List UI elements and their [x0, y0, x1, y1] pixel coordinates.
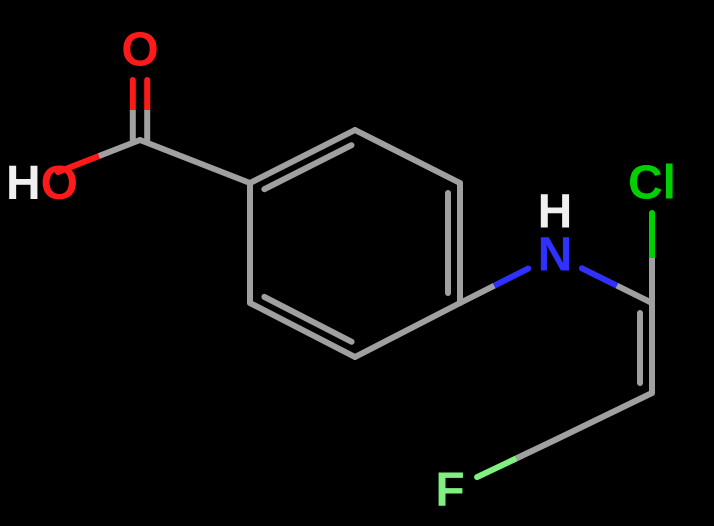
molecule-diagram: OHONHClF: [0, 0, 714, 526]
atom-labels: OHONHClF: [6, 24, 676, 517]
atom-O1: O: [121, 24, 158, 77]
atom-O2: HO: [6, 157, 78, 210]
atom-F: F: [435, 464, 464, 517]
atom-Cl: Cl: [628, 157, 676, 210]
atom-NH: H: [538, 186, 573, 239]
